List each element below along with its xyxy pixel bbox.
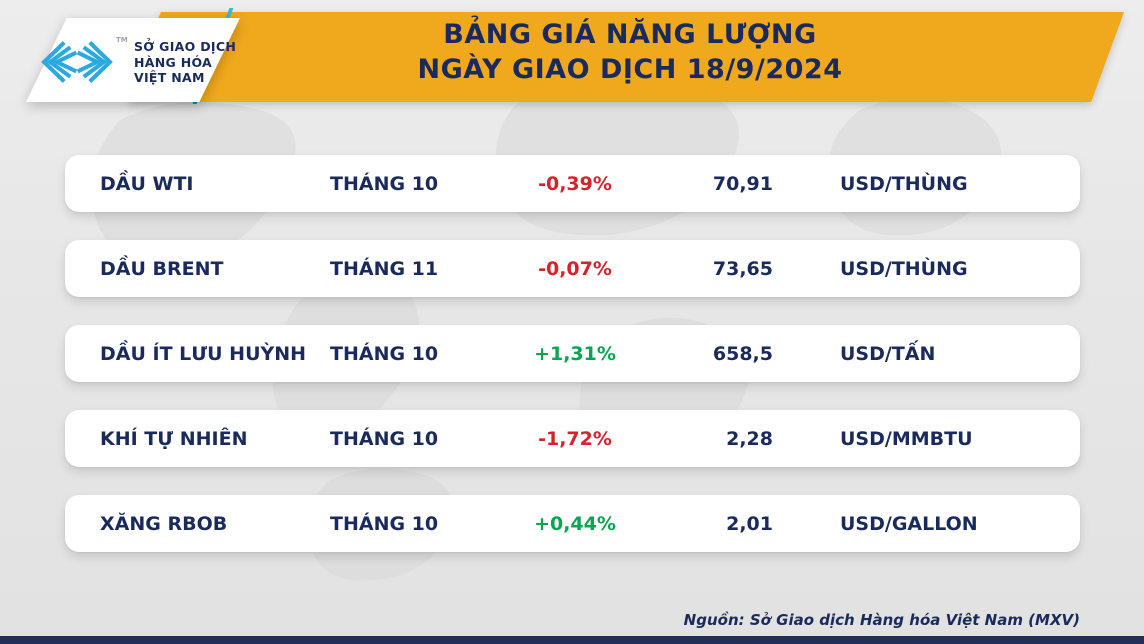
price-unit: USD/TẤN xyxy=(840,342,936,365)
table-row-dau-brent: DẦU BRENT THÁNG 11 -0,07% 73,65 USD/THÙN… xyxy=(65,240,1080,297)
price-value: 658,5 xyxy=(712,342,773,365)
price-value: 2,28 xyxy=(726,427,773,450)
commodity-name: XĂNG RBOB xyxy=(100,512,228,535)
price-value: 73,65 xyxy=(712,257,773,280)
commodity-name: DẦU WTI xyxy=(100,172,194,195)
commodity-name: DẦU ÍT LƯU HUỲNH xyxy=(100,342,307,365)
change-percent: -0,07% xyxy=(538,257,612,280)
page-title-line2: NGÀY GIAO DỊCH 18/9/2024 xyxy=(417,54,843,85)
mxv-knot-icon xyxy=(41,41,113,83)
table-row-xang-rbob: XĂNG RBOB THÁNG 10 +0,44% 2,01 USD/GALLO… xyxy=(65,495,1080,552)
price-unit: USD/GALLON xyxy=(840,512,978,535)
price-unit: USD/MMBTU xyxy=(840,427,973,450)
change-percent: +0,44% xyxy=(534,512,616,535)
trademark-mark: TM xyxy=(116,36,128,44)
logo-org-line2: HÀNG HÓA xyxy=(134,54,213,70)
page-title: BẢNG GIÁ NĂNG LƯỢNG NGÀY GIAO DỊCH 18/9/… xyxy=(150,17,1110,87)
logo-org-line3: VIỆT NAM xyxy=(134,70,205,85)
price-unit: USD/THÙNG xyxy=(840,257,968,280)
contract-month: THÁNG 10 xyxy=(330,172,439,195)
bottom-accent-bar xyxy=(0,636,1144,644)
price-table: DẦU WTI THÁNG 10 -0,39% 70,91 USD/THÙNG … xyxy=(65,155,1080,580)
table-row-khi-tu-nhien: KHÍ TỰ NHIÊN THÁNG 10 -1,72% 2,28 USD/MM… xyxy=(65,410,1080,467)
table-row-dau-wti: DẦU WTI THÁNG 10 -0,39% 70,91 USD/THÙNG xyxy=(65,155,1080,212)
contract-month: THÁNG 10 xyxy=(330,512,439,535)
contract-month: THÁNG 10 xyxy=(330,342,439,365)
change-percent: -0,39% xyxy=(538,172,612,195)
commodity-name: KHÍ TỰ NHIÊN xyxy=(100,427,248,450)
commodity-name: DẦU BRENT xyxy=(100,257,224,280)
page-title-line1: BẢNG GIÁ NĂNG LƯỢNG xyxy=(443,19,817,50)
price-value: 70,91 xyxy=(712,172,773,195)
price-value: 2,01 xyxy=(726,512,773,535)
logo-org-line1: SỞ GIAO DỊCH xyxy=(134,39,237,54)
logo-org-name: SỞ GIAO DỊCH HÀNG HÓA VIỆT NAM xyxy=(134,39,236,86)
price-unit: USD/THÙNG xyxy=(840,172,968,195)
table-row-dau-it-luu-huynh: DẦU ÍT LƯU HUỲNH THÁNG 10 +1,31% 658,5 U… xyxy=(65,325,1080,382)
change-percent: -1,72% xyxy=(538,427,612,450)
change-percent: +1,31% xyxy=(534,342,616,365)
contract-month: THÁNG 11 xyxy=(330,257,439,280)
banner-background xyxy=(128,12,1124,102)
source-attribution: Nguồn: Sở Giao dịch Hàng hóa Việt Nam (M… xyxy=(683,611,1080,629)
contract-month: THÁNG 10 xyxy=(330,427,439,450)
